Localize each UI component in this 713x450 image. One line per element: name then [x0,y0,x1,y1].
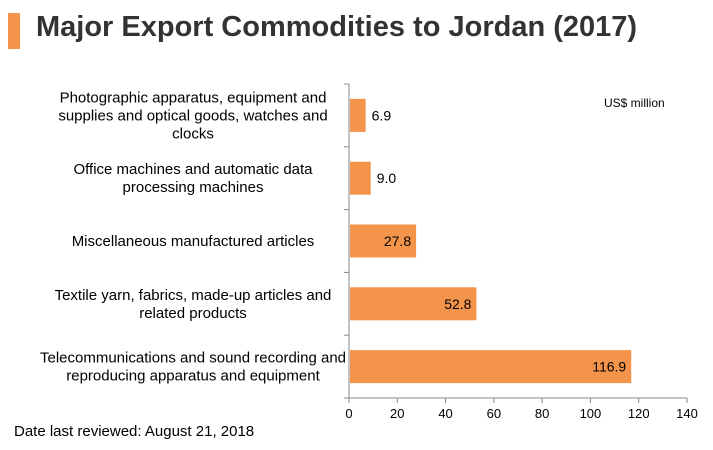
category-label: supplies and optical goods, watches and [58,107,327,124]
x-axis-tick-label: 100 [580,406,602,421]
bar [350,224,417,258]
category-label: Textile yarn, fabrics, made-up articles … [55,287,332,304]
page-title: Major Export Commodities to Jordan (2017… [36,11,638,43]
x-axis-tick-label: 40 [438,406,452,421]
category-label: Office machines and automatic data [73,161,313,178]
category-label: Photographic apparatus, equipment and [60,89,327,106]
bar [350,98,366,132]
x-axis-tick-label: 60 [487,406,501,421]
bar [350,350,632,384]
category-label: reproducing apparatus and equipment [66,368,320,385]
x-axis-tick-label: 140 [676,406,698,421]
bar [350,287,477,321]
category-label: processing machines [123,179,264,196]
x-axis-tick-label: 20 [390,406,404,421]
bar-value-label: 27.8 [384,233,411,249]
bar-value-label: 9.0 [377,170,397,186]
unit-label: US$ million [604,96,665,110]
title-accent-marker [8,13,20,49]
x-axis-tick-label: 120 [628,406,650,421]
category-label: clocks [172,125,214,142]
category-label: Telecommunications and sound recording a… [40,350,346,367]
bar-value-label: 116.9 [592,359,626,375]
category-label: Miscellaneous manufactured articles [72,233,315,250]
category-label: related products [139,305,247,322]
bar-value-label: 6.9 [372,107,392,123]
bar [350,161,371,195]
x-axis-tick-label: 80 [535,406,549,421]
date-last-reviewed: Date last reviewed: August 21, 2018 [14,423,255,440]
bar-value-label: 52.8 [444,296,471,312]
x-axis-tick-label: 0 [345,406,352,421]
